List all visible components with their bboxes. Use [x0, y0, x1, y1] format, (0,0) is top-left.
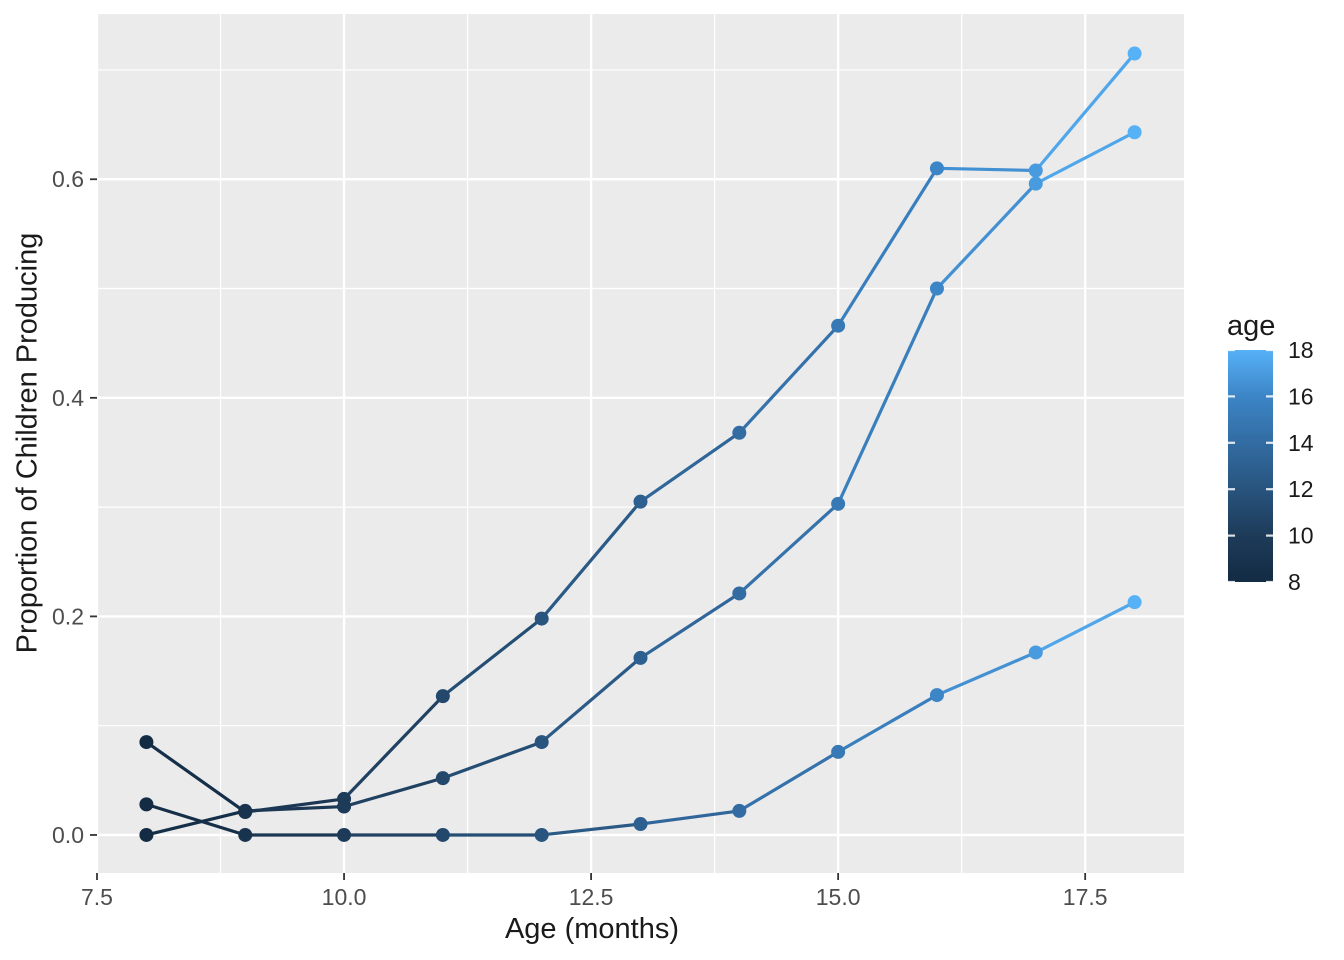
line-segment-series-2: [540, 656, 643, 744]
legend-label: 18: [1288, 337, 1314, 363]
data-point-series-3: [238, 827, 253, 842]
line-segment-series-2: [935, 182, 1038, 291]
data-point-series-2: [929, 281, 944, 296]
line-segment-series-3: [1034, 600, 1137, 655]
data-point-series-1: [1127, 46, 1142, 61]
legend-label: 8: [1288, 569, 1301, 595]
x-tick-label: 12.5: [569, 884, 614, 910]
line-segment-series-2: [243, 804, 346, 813]
data-point-series-3: [1028, 645, 1043, 660]
legend-title: age: [1227, 310, 1276, 342]
plot-panel: [97, 14, 1184, 873]
y-tick-label: 0.4: [52, 385, 84, 411]
line-segment-series-3: [737, 750, 840, 813]
line-segment-series-1: [935, 166, 1038, 173]
data-point-series-3: [435, 827, 450, 842]
data-point-series-1: [929, 161, 944, 176]
line-segment-series-2: [737, 502, 840, 596]
line-segment-series-2: [342, 776, 445, 809]
data-point-series-1: [435, 689, 450, 704]
data-point-series-2: [435, 771, 450, 786]
line-segment-series-3: [540, 822, 643, 837]
data-point-series-3: [831, 744, 846, 759]
data-point-series-3: [633, 817, 648, 832]
legend-colorbar: [1228, 350, 1273, 582]
data-point-series-2: [1127, 125, 1142, 140]
line-segment-series-2: [144, 809, 247, 837]
data-point-series-2: [633, 650, 648, 665]
y-tick-label: 0.6: [52, 166, 84, 192]
x-tick-label: 7.5: [81, 884, 113, 910]
data-point-series-2: [1028, 176, 1043, 191]
x-tick-label: 17.5: [1063, 884, 1108, 910]
data-point-series-3: [929, 688, 944, 703]
data-point-series-2: [732, 586, 747, 601]
y-axis-title: Proportion of Children Producing: [11, 232, 44, 654]
line-segment-series-2: [638, 591, 741, 660]
legend-label: 12: [1288, 476, 1314, 502]
data-point-series-1: [633, 494, 648, 509]
line-segment-series-2: [1034, 130, 1137, 186]
data-point-series-3: [1127, 595, 1142, 610]
line-segment-series-1: [441, 616, 544, 698]
line-segment-series-3: [836, 693, 939, 754]
line-segment-series-1: [836, 166, 939, 328]
x-tick-label: 10.0: [322, 884, 367, 910]
data-point-series-3: [337, 827, 352, 842]
data-point-series-2: [534, 735, 549, 750]
data-point-series-1: [534, 611, 549, 626]
data-point-series-1: [732, 425, 747, 440]
data-point-series-3: [732, 803, 747, 818]
x-axis-title: Age (months): [504, 913, 680, 945]
data-point-series-2: [831, 496, 846, 511]
y-tick-label: 0.0: [52, 822, 84, 848]
line-segment-series-1: [144, 740, 247, 814]
line-segment-series-3: [144, 802, 247, 837]
line-segment-series-2: [441, 740, 544, 780]
data-point-series-3: [139, 797, 154, 812]
data-point-series-2: [139, 827, 154, 842]
data-point-series-1: [831, 318, 846, 333]
line-segment-series-1: [540, 500, 643, 621]
legend-label: 10: [1288, 523, 1314, 549]
line-segment-series-2: [836, 286, 939, 506]
legend-label: 14: [1288, 430, 1314, 456]
data-point-series-2: [337, 799, 352, 814]
line-segment-series-1: [638, 431, 741, 504]
line-segment-series-1: [342, 694, 445, 801]
data-point-series-1: [139, 735, 154, 750]
y-tick-label: 0.2: [52, 603, 84, 629]
data-point-series-1: [1028, 163, 1043, 178]
data-point-series-3: [534, 827, 549, 842]
x-tick-label: 15.0: [816, 884, 861, 910]
line-segment-series-1: [1034, 51, 1137, 173]
line-segment-series-3: [638, 809, 741, 826]
line-segment-series-3: [935, 650, 1038, 697]
legend-label: 16: [1288, 383, 1314, 409]
line-segment-series-1: [737, 324, 840, 435]
data-point-series-2: [238, 803, 253, 818]
